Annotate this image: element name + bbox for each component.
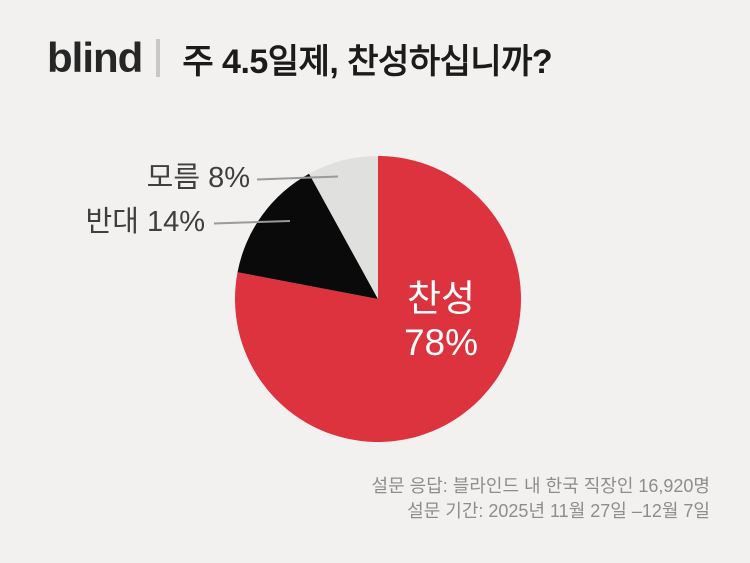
label-unknown: 모름 8% [146, 162, 250, 194]
pie-slices [234, 156, 521, 442]
label-agree-name: 찬성 [406, 278, 476, 319]
blind-logo: blind [47, 34, 143, 81]
pie-slice-disagree [237, 173, 378, 299]
leader-line-unknown [256, 175, 339, 181]
footer-respondents: 설문 응답: 블라인드 내 한국 직장인 16,920명 [371, 476, 710, 496]
header: blind 주 4.5일제, 찬성하십니까? [47, 30, 553, 86]
page-title: 주 4.5일제, 찬성하십니까? [182, 42, 553, 81]
header-divider [156, 39, 161, 77]
pie-slice-unknown [309, 156, 378, 299]
label-disagree: 반대 14% [85, 206, 205, 238]
footer-period: 설문 기간: 2025년 11월 27일 –12월 7일 [407, 501, 710, 521]
leader-line-disagree [213, 220, 291, 225]
pie-slice-agree [234, 156, 521, 442]
label-agree: 찬성 78% [366, 277, 516, 365]
label-agree-value: 78% [403, 322, 479, 363]
footer-note: 설문 응답: 블라인드 내 한국 직장인 16,920명 설문 기간: 2025… [372, 474, 710, 524]
